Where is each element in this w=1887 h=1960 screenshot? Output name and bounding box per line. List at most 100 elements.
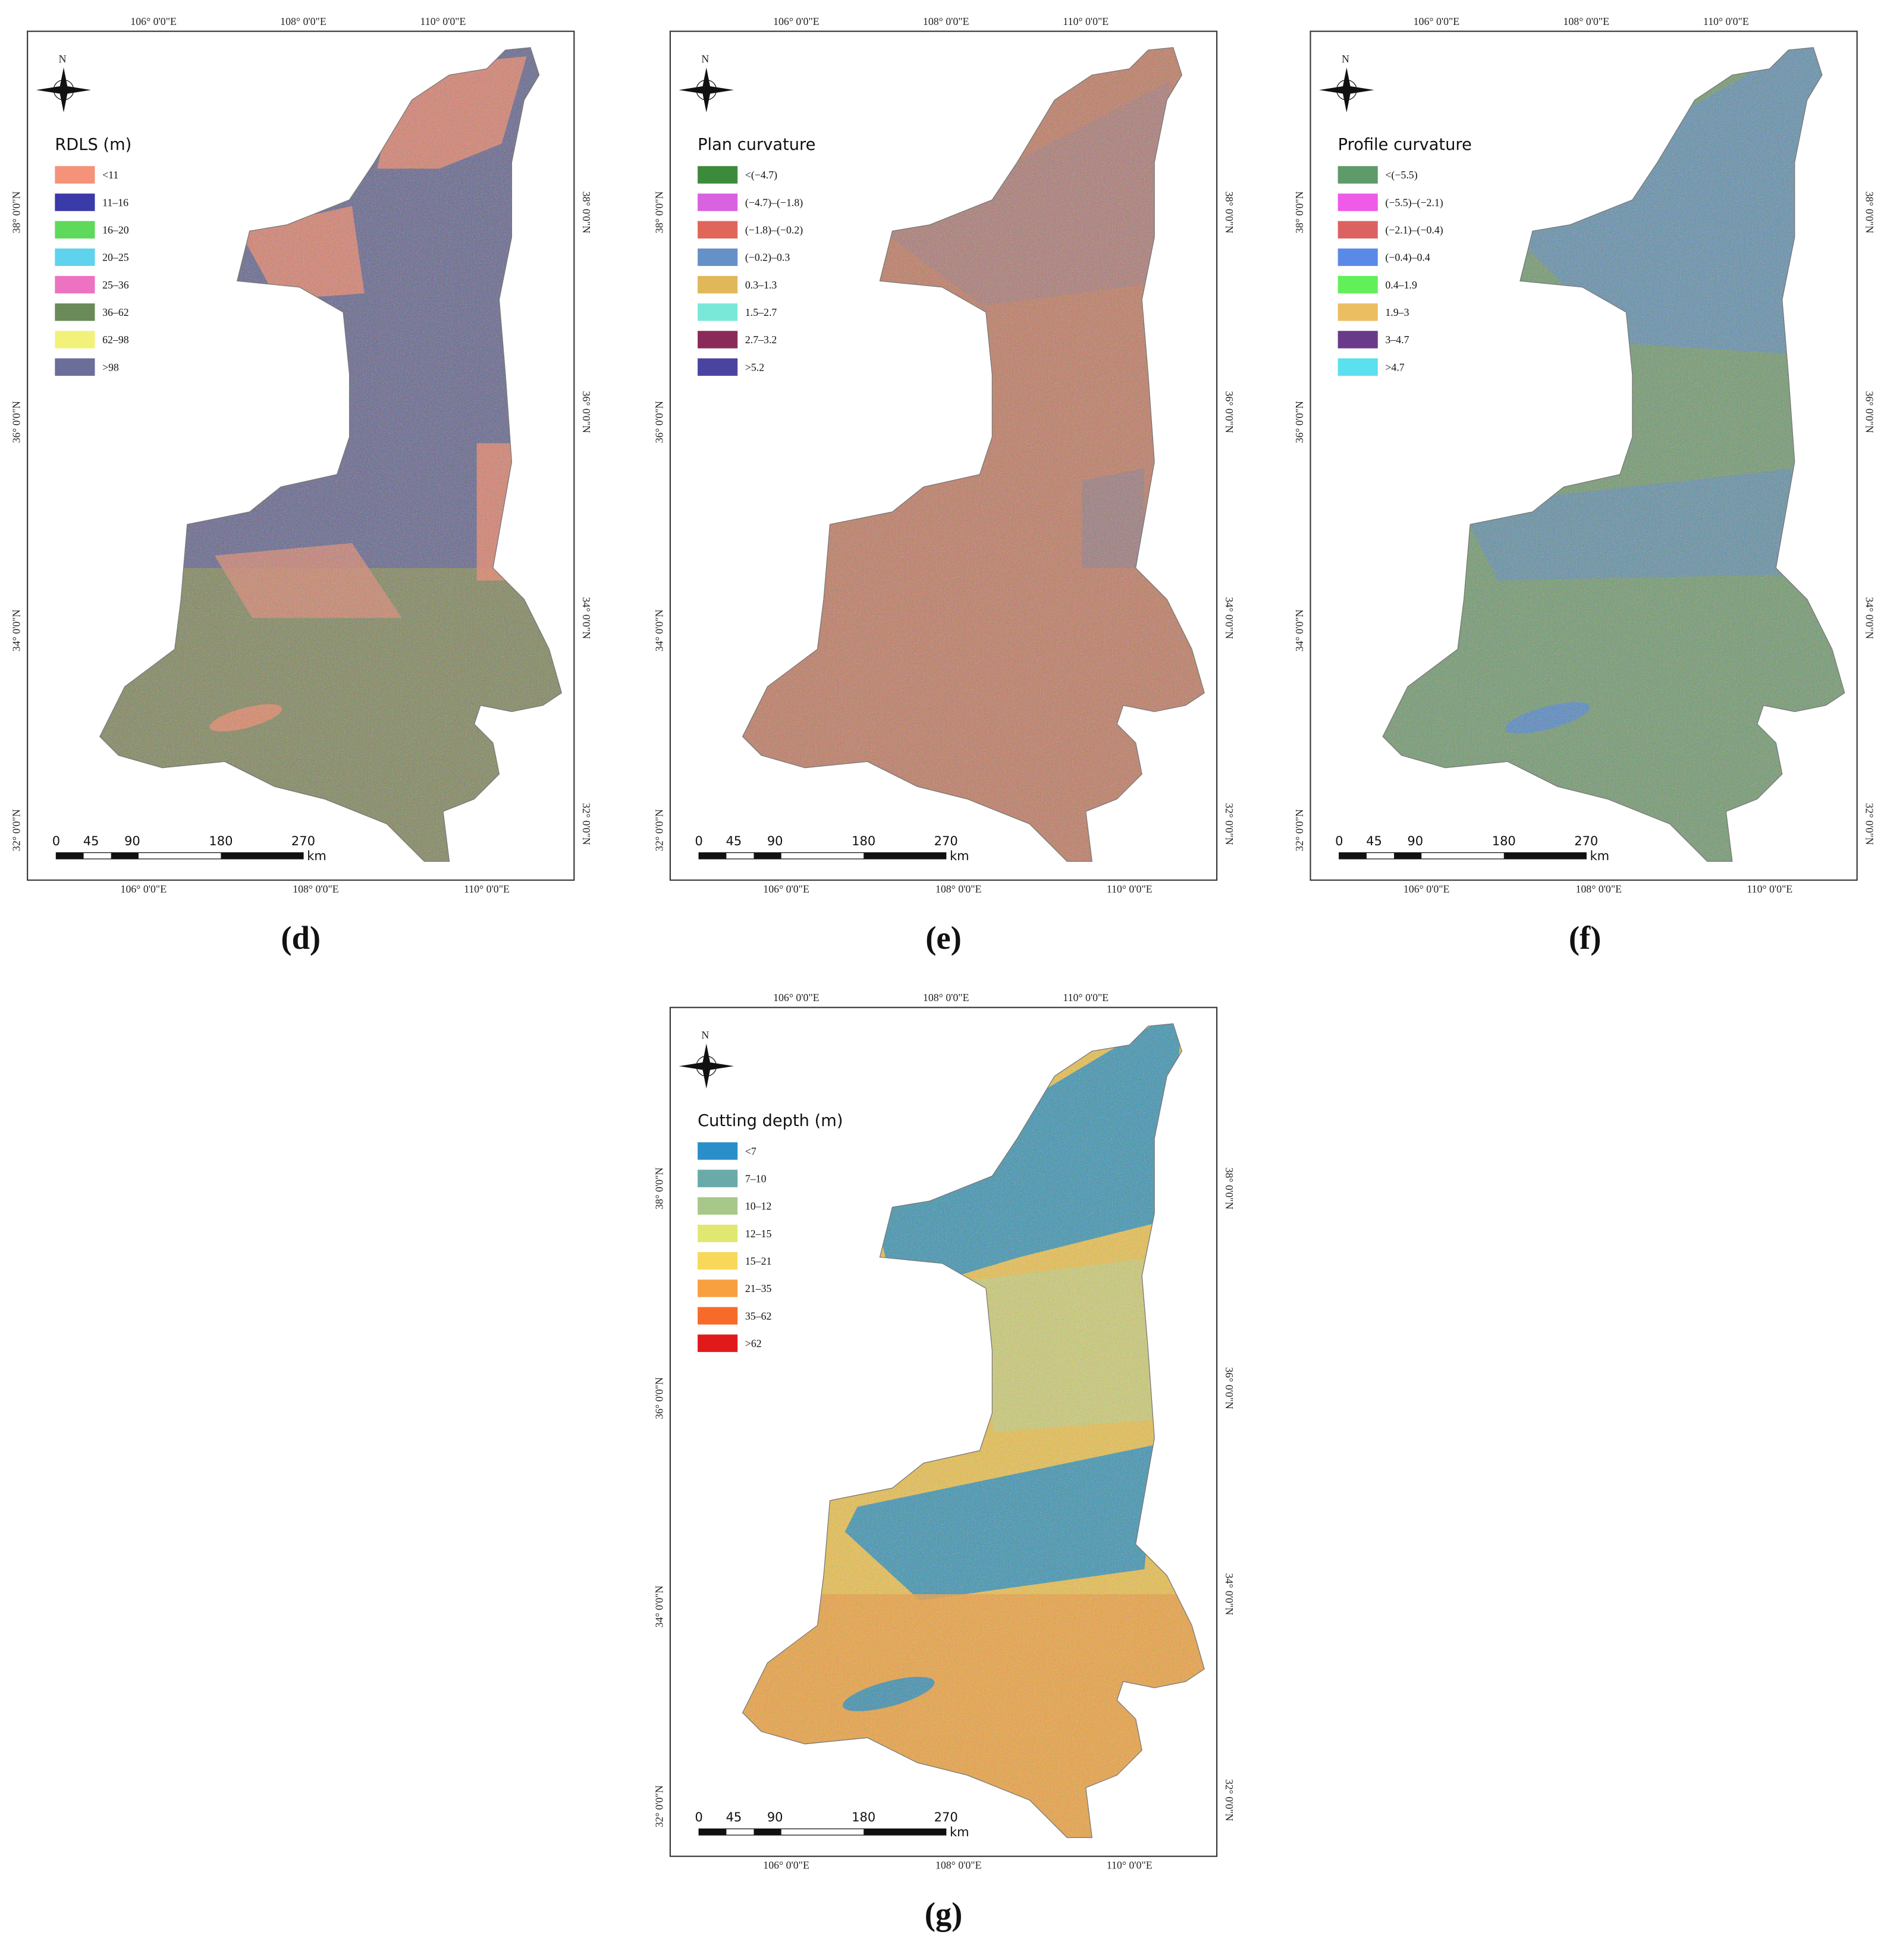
lon-label: 106° 0'0"E (773, 992, 820, 1003)
legend-swatch (1337, 221, 1378, 239)
scale-label: 180 (209, 834, 233, 848)
lat-label: 32° 0'0"N (653, 1785, 665, 1827)
legend-swatch (55, 193, 95, 211)
lon-label: 108° 0'0"E (280, 15, 326, 27)
legend-swatch (698, 303, 738, 321)
map-outline (742, 47, 1205, 862)
legend-swatch (1337, 275, 1378, 294)
scale-block (1394, 852, 1422, 859)
lon-label: 106° 0'0"E (130, 15, 177, 27)
legend-label: (−4.7)–(−1.8) (745, 196, 803, 209)
legend-swatch (1337, 358, 1378, 376)
legend-swatch (698, 358, 738, 376)
scale-block (221, 852, 303, 859)
legend-swatch (55, 275, 95, 294)
compass: N (679, 1029, 734, 1089)
legend-swatch (698, 1252, 738, 1270)
legend-swatch (698, 193, 738, 211)
legend-label: >4.7 (1385, 361, 1404, 373)
legend-label: 21–35 (745, 1282, 772, 1294)
lat-label: 34° 0'0"N (1293, 609, 1305, 651)
legend-swatch (698, 166, 738, 184)
legend-label: 15–21 (745, 1255, 772, 1267)
lon-label: 108° 0'0"E (1563, 15, 1609, 27)
legend-swatch (1337, 248, 1378, 266)
scale-block (699, 1829, 727, 1836)
lat-label: 34° 0'0"N (1223, 597, 1235, 639)
lon-label: 110° 0'0"E (1107, 1859, 1153, 1871)
scale-block (699, 852, 727, 859)
panel-label: (d) (281, 920, 321, 956)
legend-swatch (698, 1280, 738, 1297)
compass-ring (1336, 79, 1357, 101)
legend-swatch (698, 275, 738, 294)
lat-label: 36° 0'0"N (1223, 1367, 1235, 1409)
legend-label: 0.3–1.3 (745, 279, 777, 291)
scale-label: 90 (124, 834, 140, 848)
legend-swatch (698, 221, 738, 239)
legend-swatch (1337, 303, 1378, 321)
scale-label: 0 (52, 834, 60, 848)
lat-label: 36° 0'0"N (653, 401, 665, 443)
legend-swatch (55, 303, 95, 321)
panel-label: (e) (925, 920, 962, 956)
lat-label: 36° 0'0"N (1863, 391, 1875, 433)
legend-swatch (55, 166, 95, 184)
legend-title: Cutting depth (m) (698, 1112, 843, 1130)
scale-label: 45 (726, 834, 742, 848)
legend-title: RDLS (m) (55, 136, 131, 154)
legend-label: 36–62 (102, 306, 129, 318)
lon-label: 110° 0'0"E (1107, 883, 1153, 895)
lon-label: 106° 0'0"E (773, 15, 820, 27)
lat-label: 38° 0'0"N (580, 192, 592, 234)
scale-block (56, 852, 84, 859)
scale-label: 0 (695, 1810, 703, 1824)
legend-swatch (698, 1307, 738, 1325)
legend-label: 10–12 (745, 1200, 772, 1212)
scale-label: 0 (1335, 834, 1343, 848)
legend-label: >5.2 (745, 361, 764, 373)
lat-label: 38° 0'0"N (1863, 192, 1875, 234)
compass-star (679, 67, 734, 113)
scale-block (864, 852, 946, 859)
compass: N (36, 53, 92, 113)
scale-label: 0 (695, 834, 703, 848)
scale-label: 90 (1407, 834, 1423, 848)
legend-swatch (55, 358, 95, 376)
legend-label: 16–20 (102, 224, 129, 236)
lat-label: 32° 0'0"N (11, 809, 23, 851)
scale-label: 180 (852, 834, 875, 848)
scale-label: 45 (726, 1810, 742, 1824)
legend-title: Profile curvature (1338, 136, 1472, 154)
panel-label: (g) (925, 1896, 963, 1932)
scale-block (864, 1829, 946, 1836)
lat-label: 38° 0'0"N (1293, 191, 1305, 233)
lat-label: 38° 0'0"N (11, 191, 23, 233)
legend-label: 3–4.7 (1385, 334, 1409, 346)
lat-label: 36° 0'0"N (580, 391, 592, 433)
lat-label: 32° 0'0"N (1293, 809, 1305, 851)
legend-label: >98 (102, 361, 119, 373)
lon-label: 108° 0'0"E (935, 883, 982, 895)
map-panel: 106° 0'0"E 108° 0'0"E 110° 0'0"E 106° 0'0"E… (11, 15, 592, 895)
compass-ring (696, 1055, 717, 1077)
lon-label: 108° 0'0"E (1575, 883, 1622, 895)
map-panel: 106° 0'0"E 108° 0'0"E 110° 0'0"E 106° 0'0"E… (653, 15, 1235, 895)
legend-swatch (698, 1142, 738, 1160)
scale-label: 45 (1366, 834, 1382, 848)
scale-unit: km (307, 849, 326, 863)
legend-label: 2.7–3.2 (745, 334, 777, 346)
lat-label: 32° 0'0"N (1863, 803, 1875, 845)
lon-label: 106° 0'0"E (763, 1859, 809, 1871)
scale-block (111, 852, 139, 859)
map-outline (99, 47, 563, 862)
map-panel: 106° 0'0"E 108° 0'0"E 110° 0'0"E 106° 0'0"E… (1293, 15, 1875, 895)
legend-swatch (698, 1169, 738, 1187)
lat-label: 34° 0'0"N (653, 609, 665, 651)
legend-label: (−5.5)–(−2.1) (1385, 196, 1443, 209)
lat-label: 38° 0'0"N (653, 1168, 665, 1210)
lat-label: 38° 0'0"N (1223, 1168, 1235, 1210)
scale-label: 90 (767, 834, 783, 848)
scale-label: 270 (291, 834, 315, 848)
lat-label: 36° 0'0"N (1293, 401, 1305, 443)
